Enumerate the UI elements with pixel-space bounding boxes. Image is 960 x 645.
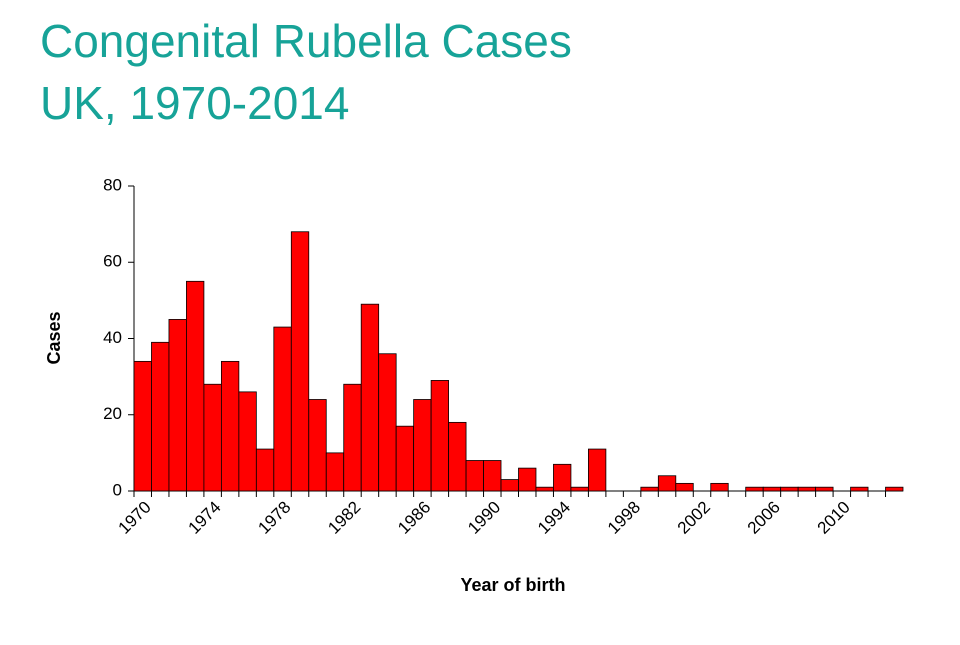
bar	[430, 380, 449, 492]
bar	[588, 448, 607, 492]
bar	[255, 448, 275, 492]
x-tick-label: 1990	[464, 498, 504, 538]
y-tick-label: 80	[103, 175, 122, 194]
bar	[343, 383, 362, 492]
bar	[675, 482, 694, 492]
bar	[657, 475, 677, 492]
y-tick-label: 0	[113, 480, 122, 499]
bar	[290, 231, 310, 492]
x-tick-label: 1970	[115, 498, 155, 538]
bar	[465, 460, 484, 492]
bar	[203, 383, 222, 492]
x-tick-label: 2010	[814, 498, 854, 538]
bar	[762, 486, 782, 492]
chart-title: Congenital Rubella Cases	[40, 15, 572, 67]
x-tick-label: 2006	[744, 498, 784, 538]
x-axis-label: Year of birth	[460, 575, 565, 595]
bar	[780, 486, 799, 492]
bar	[553, 463, 572, 492]
x-tick-label: 1986	[394, 498, 434, 538]
bar	[640, 486, 659, 492]
bar	[220, 360, 240, 492]
bar	[238, 391, 257, 492]
bar	[168, 319, 187, 492]
bar	[885, 486, 904, 492]
bar	[448, 421, 467, 492]
bar	[518, 467, 537, 492]
y-axis-label: Cases	[44, 311, 64, 364]
x-tick-label: 1994	[534, 498, 574, 538]
bar	[535, 486, 554, 492]
bar	[413, 399, 432, 492]
bar	[745, 486, 764, 492]
bar	[186, 280, 205, 492]
bar	[570, 486, 589, 492]
x-tick-label: 1982	[324, 498, 364, 538]
x-tick-label: 1978	[254, 498, 294, 538]
bar	[360, 303, 380, 492]
bar	[308, 399, 327, 492]
bar	[133, 360, 152, 492]
bar	[500, 479, 519, 492]
bar	[378, 353, 397, 492]
bar	[395, 425, 415, 492]
y-tick-label: 40	[103, 328, 122, 347]
y-tick-label: 20	[103, 404, 122, 423]
bar	[273, 326, 292, 492]
x-tick-label: 1974	[184, 498, 224, 538]
bar	[797, 486, 817, 492]
bar	[710, 482, 729, 492]
x-tick-label: 2002	[674, 498, 714, 538]
x-tick-label: 1998	[604, 498, 644, 538]
bar	[325, 452, 345, 492]
bar	[815, 486, 834, 492]
bar	[151, 341, 170, 492]
chart-subtitle: UK, 1970-2014	[40, 77, 349, 129]
y-tick-label: 60	[103, 252, 122, 271]
bar	[850, 486, 869, 492]
bar	[483, 460, 502, 492]
